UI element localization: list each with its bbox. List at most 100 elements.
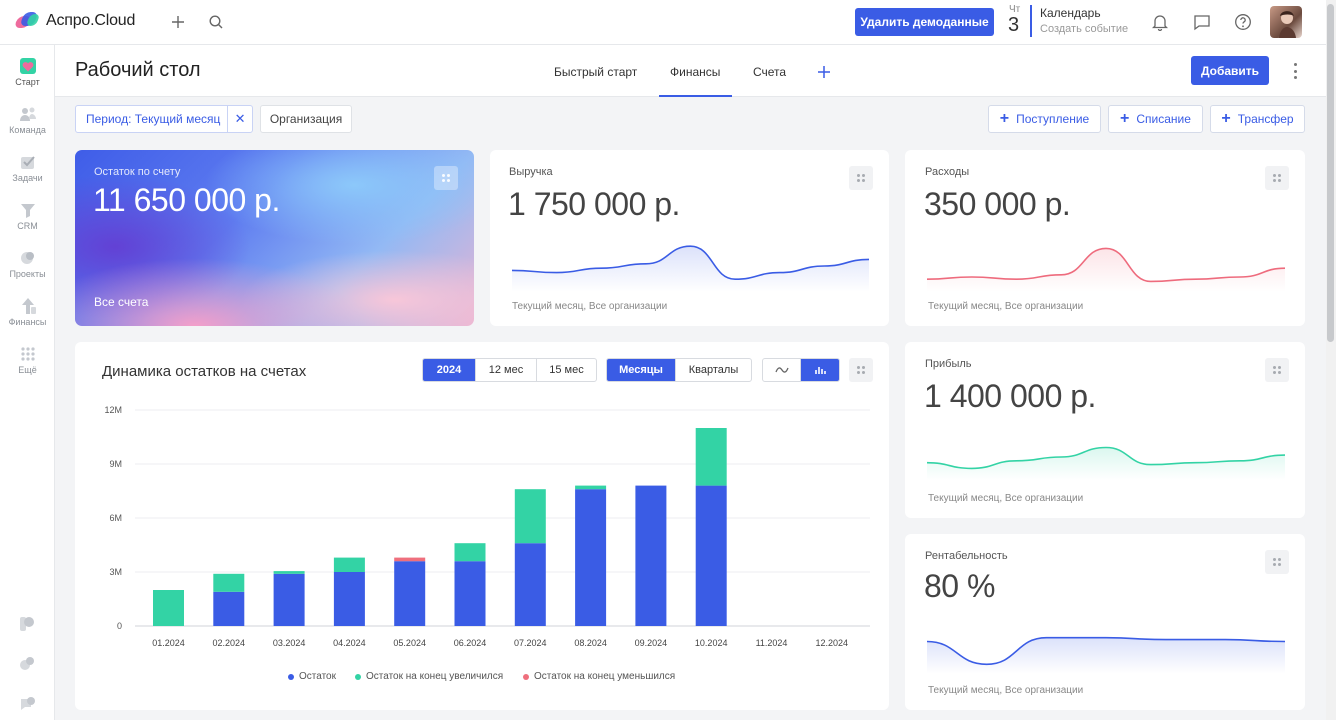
page-header: Рабочий стол Быстрый старт Финансы Счета… — [55, 45, 1326, 97]
transfer-button[interactable]: + Трансфер — [1210, 105, 1305, 133]
support-chat-icon[interactable] — [18, 695, 36, 718]
bar-segment[interactable] — [454, 543, 486, 562]
sidebar-item-start[interactable]: Старт — [0, 57, 55, 87]
calendar-title[interactable]: Календарь — [1040, 6, 1101, 20]
drag-handle-icon[interactable] — [1265, 550, 1289, 574]
settings-icon[interactable] — [18, 655, 36, 678]
organization-filter[interactable]: Организация — [260, 105, 352, 133]
logo[interactable]: Аспро.Cloud — [13, 12, 135, 30]
bar-segment[interactable] — [575, 489, 607, 626]
help-icon[interactable] — [1233, 12, 1253, 32]
clear-period-icon[interactable]: ✕ — [227, 106, 252, 132]
drag-handle-icon[interactable] — [849, 358, 873, 382]
tab-quick-start[interactable]: Быстрый старт — [554, 65, 638, 79]
x-tick-label: 09.2024 — [635, 638, 668, 648]
tasks-icon — [19, 153, 37, 171]
profit-label: Прибыль — [925, 358, 972, 370]
bar-segment[interactable] — [454, 561, 486, 626]
bar-segment[interactable] — [213, 573, 245, 592]
sidebar-item-projects[interactable]: Проекты — [0, 249, 55, 279]
heart-icon — [19, 57, 37, 75]
sidebar-item-label: Команда — [9, 125, 46, 135]
sidebar-item-finance[interactable]: Финансы — [0, 297, 55, 327]
balance-dynamics-card: Динамика остатков на счетах — [75, 342, 889, 710]
balance-label: Остаток по счету — [94, 166, 181, 178]
bar-segment[interactable] — [514, 543, 546, 626]
balance-card[interactable]: Остаток по счету 11 650 000 р. Все счета — [75, 150, 474, 326]
margin-footer: Текущий месяц, Все организации — [928, 685, 1084, 696]
calendar-divider — [1030, 5, 1032, 37]
range-option-2024[interactable]: 2024 — [423, 359, 476, 381]
bar-segment[interactable] — [695, 428, 727, 486]
sidebar-item-crm[interactable]: CRM — [0, 201, 55, 231]
y-tick-label: 6M — [109, 513, 122, 523]
add-tab-icon[interactable] — [817, 65, 831, 84]
chat-icon[interactable] — [1192, 12, 1212, 32]
scrollbar-track[interactable] — [1326, 0, 1336, 720]
line-view-button[interactable] — [763, 359, 801, 381]
profit-sparkline — [927, 446, 1285, 480]
top-bar: Аспро.Cloud Удалить демоданные Чт 3 Кале… — [0, 0, 1326, 45]
more-menu-icon[interactable] — [1291, 63, 1299, 79]
avatar[interactable] — [1270, 6, 1302, 38]
bar-segment[interactable] — [635, 485, 667, 626]
bar-segment[interactable] — [333, 572, 365, 626]
margin-label: Рентабельность — [925, 550, 1008, 562]
expense-button[interactable]: + Списание — [1108, 105, 1203, 133]
legend-item-increase[interactable]: Остаток на конец увеличился — [355, 671, 503, 682]
tab-accounts[interactable]: Счета — [753, 65, 787, 79]
margin-sparkline — [927, 636, 1285, 674]
bar-segment[interactable] — [514, 489, 546, 544]
sidebar-item-team[interactable]: Команда — [0, 105, 55, 135]
drag-handle-icon[interactable] — [849, 166, 873, 190]
period-filter-label: Период: Текущий месяц — [86, 112, 221, 126]
sidebar-item-label: Финансы — [8, 317, 47, 327]
bar-segment[interactable] — [575, 485, 607, 490]
bar-segment[interactable] — [695, 485, 727, 626]
search-icon[interactable] — [206, 12, 226, 32]
bar-segment[interactable] — [394, 561, 426, 626]
range-option-15m[interactable]: 15 мес — [549, 364, 584, 376]
calendar-day-name: Чт — [1009, 4, 1021, 15]
balance-dynamics-chart: 12M 9M 6M 3M 0 01.2024 02.2024 03.2024 04.2024 05… — [104, 405, 870, 648]
income-button[interactable]: + Поступление — [988, 105, 1101, 133]
bar-segment[interactable] — [213, 591, 245, 626]
legend-item-decrease[interactable]: Остаток на конец уменьшился — [523, 671, 675, 682]
legend-dot — [355, 673, 361, 680]
sidebar-item-more[interactable]: Ещё — [0, 345, 55, 375]
sparkline-line — [927, 446, 1285, 470]
bar-segment[interactable] — [273, 571, 305, 574]
grouping-option-months[interactable]: Месяцы — [607, 359, 676, 381]
partner-icon[interactable] — [18, 615, 36, 638]
x-tick-label: 08.2024 — [574, 638, 607, 648]
revenue-footer: Текущий месяц, Все организации — [512, 301, 668, 312]
x-tick-label: 04.2024 — [333, 638, 366, 648]
bar-segment[interactable] — [273, 573, 305, 626]
period-filter[interactable]: Период: Текущий месяц ✕ — [75, 105, 253, 133]
profit-card: Прибыль 1 400 000 р. Текущий месяц, Все … — [905, 342, 1305, 518]
bell-icon[interactable] — [1150, 12, 1170, 32]
drag-handle-icon[interactable] — [1265, 166, 1289, 190]
bar-segment[interactable] — [394, 557, 426, 562]
revenue-label: Выручка — [509, 166, 553, 178]
create-event-link[interactable]: Создать событие — [1040, 23, 1129, 35]
bar-segment[interactable] — [153, 590, 184, 626]
bar-segment[interactable] — [333, 557, 365, 572]
profit-footer: Текущий месяц, Все организации — [928, 493, 1084, 504]
range-option-12m[interactable]: 12 мес — [476, 359, 537, 381]
bar-view-button[interactable] — [801, 359, 839, 381]
delete-demo-button[interactable]: Удалить демоданные — [855, 8, 994, 36]
scrollbar-thumb[interactable] — [1327, 4, 1334, 342]
revenue-sparkline — [512, 245, 869, 292]
drag-handle-icon[interactable] — [434, 166, 458, 190]
grouping-option-quarters[interactable]: Кварталы — [688, 364, 739, 376]
sidebar-item-tasks[interactable]: Задачи — [0, 153, 55, 183]
margin-value: 80 % — [924, 568, 995, 604]
legend-item-balance[interactable]: Остаток — [288, 671, 336, 682]
tab-finance[interactable]: Финансы — [670, 65, 721, 79]
drag-handle-icon[interactable] — [1265, 358, 1289, 382]
plus-icon[interactable] — [168, 12, 188, 32]
expense-button-label: Списание — [1136, 112, 1191, 126]
bar-chart-icon — [815, 367, 826, 374]
add-button[interactable]: Добавить — [1191, 56, 1269, 85]
